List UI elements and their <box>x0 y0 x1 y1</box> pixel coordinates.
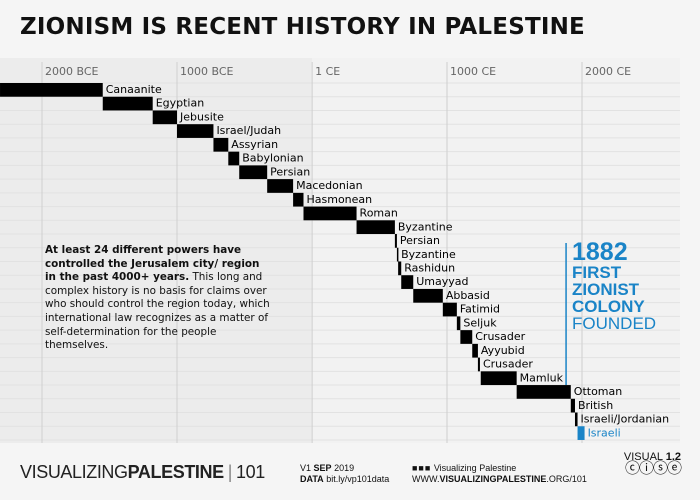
period-label: Mamluk <box>520 371 564 384</box>
period-label: Fatimid <box>460 303 500 316</box>
tick-label: 2000 CE <box>585 65 631 78</box>
period-label: Jebusite <box>179 110 224 123</box>
period-label: Egyptian <box>156 97 205 110</box>
period-bar <box>239 165 268 180</box>
period-bar <box>303 206 357 221</box>
period-label: Crusader <box>475 330 525 343</box>
period-label: Rashidun <box>404 261 455 274</box>
period-bar <box>516 385 571 399</box>
period-bar <box>460 330 473 344</box>
period-label: Israeli <box>588 426 621 439</box>
tick-label: 1000 BCE <box>180 65 234 78</box>
url-part: WWW. <box>412 474 440 484</box>
period-bar <box>480 371 517 386</box>
brand-bold: PALESTINE <box>127 462 224 482</box>
period-label: Hasmonean <box>306 193 372 206</box>
period-label: Byzantine <box>401 248 456 261</box>
tick-label: 1 CE <box>315 65 340 78</box>
page-title: ZIONISM IS RECENT HISTORY IN PALESTINE <box>20 14 585 40</box>
callout-year: 1882 <box>572 238 628 266</box>
period-bar <box>0 83 103 97</box>
period-bar <box>102 96 153 111</box>
license: VISUAL 1.2 ⓒⓘⓢⓔ <box>617 451 682 477</box>
period-bar <box>394 234 397 248</box>
data-label: DATA <box>300 474 324 484</box>
annotation-text: At least 24 different powers have contro… <box>45 244 270 353</box>
visual-number: 1.2 <box>665 451 681 463</box>
cc-license-icon: ⓒⓘⓢⓔ <box>624 460 682 477</box>
annotation-bold: At least 24 different powers have contro… <box>45 244 260 284</box>
period-label: Seljuk <box>463 316 497 329</box>
period-bar <box>396 247 399 262</box>
period-bar <box>213 137 229 152</box>
period-bar <box>228 151 240 166</box>
period-bar <box>267 179 294 193</box>
period-label: Babylonian <box>242 152 303 165</box>
period-bar <box>177 124 214 138</box>
social-info: ■■■ Visualizing Palestine WWW.VISUALIZIN… <box>412 463 587 485</box>
tick-label: 1000 CE <box>450 65 496 78</box>
period-label: Israeli/Jordanian <box>581 413 670 426</box>
period-label: Abbasid <box>446 289 490 302</box>
period-label: Canaanite <box>106 83 162 96</box>
period-label: Ottoman <box>574 385 622 398</box>
brand-light: VISUALIZING <box>20 462 128 482</box>
period-bar <box>152 110 177 125</box>
period-label: Umayyad <box>416 275 468 288</box>
period-bar <box>413 288 443 303</box>
period-label: Persian <box>270 165 310 178</box>
period-bar <box>398 261 402 276</box>
period-label: Roman <box>360 207 398 220</box>
callout-line: ZIONIST <box>572 280 640 299</box>
timeline-chart: 2000 BCE 1000 BCE 1 CE 1000 CE 2000 CE Canaan… <box>0 62 680 443</box>
data-link[interactable]: bit.ly/vp101data <box>326 474 390 484</box>
url-part: VISUALIZINGPALESTINE <box>439 474 547 484</box>
period-bar <box>577 426 585 440</box>
period-bar <box>442 302 457 317</box>
brand-number: 101 <box>236 462 265 482</box>
period-bar <box>472 343 478 358</box>
social-icons[interactable]: ■■■ <box>412 463 432 473</box>
annotation-body: This long and complex history is no basi… <box>45 271 270 352</box>
period-bar <box>477 357 480 372</box>
callout-line: FOUNDED <box>572 314 657 333</box>
social-handle: Visualizing Palestine <box>433 463 517 473</box>
date-year: 2019 <box>334 463 355 473</box>
period-label: Israel/Judah <box>216 124 281 137</box>
period-bar <box>456 316 461 331</box>
period-label: Assyrian <box>231 138 278 151</box>
period-label: Crusader <box>483 358 533 371</box>
date-month: SEP <box>313 463 332 473</box>
tick-label: 2000 BCE <box>45 65 99 78</box>
period-bar <box>574 412 578 427</box>
period-label: British <box>578 399 613 412</box>
period-bar <box>401 275 414 289</box>
period-bar <box>570 398 575 413</box>
version-info: V1 SEP 2019 DATA bit.ly/vp101data <box>300 463 389 485</box>
brand-separator: | <box>227 462 233 482</box>
version: V1 <box>300 463 312 473</box>
period-label: Ayyubid <box>481 344 525 357</box>
period-label: Persian <box>400 234 440 247</box>
period-label: Byzantine <box>398 220 453 233</box>
zionist-colony-callout: 1882 FIRST ZIONIST COLONY FOUNDED <box>572 238 657 333</box>
visual-label: VISUAL <box>623 451 663 463</box>
url-part: .ORG/101 <box>546 474 587 484</box>
callout-line: FIRST <box>572 263 622 282</box>
period-bar <box>293 192 304 207</box>
callout-line: COLONY <box>572 297 645 316</box>
period-bar <box>356 220 395 235</box>
period-label: Macedonian <box>296 179 363 192</box>
brand-logo: VISUALIZINGPALESTINE | 101 <box>20 462 265 483</box>
